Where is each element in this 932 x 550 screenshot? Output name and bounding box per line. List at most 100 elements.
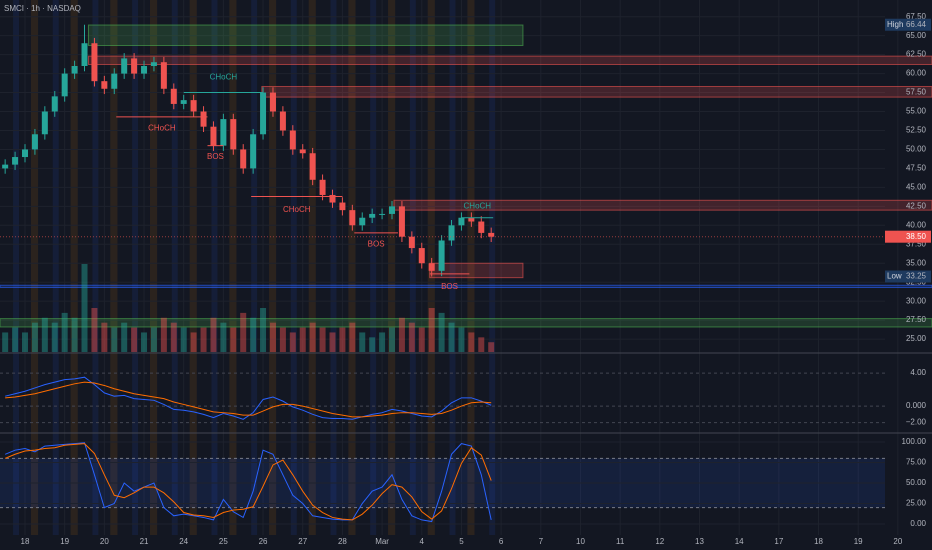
candle-body: [170, 88, 177, 104]
candle-body: [339, 202, 346, 211]
candle-body: [101, 81, 108, 89]
x-tick-label: 6: [499, 537, 504, 546]
y-tick-label: 100.00: [902, 437, 927, 446]
y-tick-label: 67.50: [906, 12, 927, 21]
session-pre: [467, 0, 475, 535]
session-post: [370, 0, 377, 535]
candle-body: [61, 73, 68, 97]
structure-label: BOS: [368, 239, 385, 248]
y-tick-label: 60.00: [906, 69, 927, 78]
candle-body: [180, 100, 187, 104]
low-tag-value: 33.25: [906, 272, 927, 281]
candle-body: [111, 73, 118, 89]
x-tick-label: 10: [576, 537, 585, 546]
zone: [87, 24, 524, 47]
candle-body: [458, 217, 465, 226]
x-tick-label: 21: [140, 537, 149, 546]
volume-bar: [260, 308, 267, 352]
y-tick-label: 0.000: [906, 401, 927, 410]
zone: [0, 318, 932, 328]
candle-body: [369, 213, 376, 218]
y-tick-label: 55.00: [906, 107, 927, 116]
x-tick-label: 18: [814, 537, 823, 546]
session-post: [489, 0, 496, 535]
session-post: [290, 0, 297, 535]
volume-bar: [369, 337, 376, 352]
candle-body: [141, 66, 148, 74]
x-tick-label: Mar: [375, 537, 389, 546]
volume-bar: [279, 327, 286, 352]
indicator-line: [4, 443, 492, 521]
volume-bar: [359, 332, 366, 352]
volume-bar: [389, 327, 396, 352]
y-tick-label: 25.00: [906, 334, 927, 343]
candle-body: [160, 62, 167, 89]
x-tick-label: 19: [854, 537, 863, 546]
candle-body: [448, 225, 455, 241]
structure-label: CHoCH: [464, 201, 492, 210]
session-pre: [269, 0, 277, 535]
chart-title: SMCI · 1h · NASDAQ: [4, 4, 81, 13]
volume-bar: [91, 308, 98, 352]
candle-body: [41, 111, 48, 135]
x-tick-label: 13: [695, 537, 704, 546]
candle-body: [91, 43, 98, 82]
session-post: [92, 0, 99, 535]
session-post: [52, 0, 59, 535]
y-tick-label: 45.00: [906, 182, 927, 191]
y-tick-label: 0.00: [910, 519, 926, 528]
y-tick-label: 30.00: [906, 296, 927, 305]
volume-bar: [150, 327, 157, 352]
candle-body: [299, 149, 306, 154]
structure-label: CHoCH: [283, 205, 311, 214]
candle-body: [200, 111, 207, 127]
volume-bar: [329, 332, 336, 352]
session-pre: [30, 0, 39, 535]
y-tick-label: 65.00: [906, 31, 927, 40]
volume-bar: [170, 322, 177, 352]
candle-body: [468, 217, 475, 222]
y-tick-label: 42.50: [906, 201, 927, 210]
zone: [393, 199, 932, 211]
zone: [87, 55, 932, 65]
volume-bar: [180, 327, 187, 352]
volume-bar: [210, 317, 217, 352]
volume-bar: [478, 337, 485, 352]
x-tick-label: 7: [539, 537, 544, 546]
x-tick-label: 12: [655, 537, 664, 546]
candle-body: [150, 62, 157, 66]
session-post: [171, 0, 178, 535]
volume-bar: [131, 327, 138, 352]
session-post: [13, 0, 20, 535]
candle-body: [289, 130, 296, 150]
x-tick-label: 24: [179, 537, 188, 546]
session-pre: [110, 0, 118, 535]
structure-label: CHoCH: [148, 123, 176, 132]
volume-bar: [438, 312, 445, 352]
volume-bar: [111, 327, 118, 352]
candle-body: [379, 213, 386, 215]
volume-bar: [190, 332, 197, 352]
plot: CHoCH CHoCH BOS CHoCH BOS CHoCH BOS: [0, 16, 932, 525]
x-tick-label: 20: [100, 537, 109, 546]
y-tick-label: 50.00: [906, 145, 927, 154]
session-pre: [308, 0, 316, 535]
session-pre: [189, 0, 197, 535]
last-price-bg: [885, 230, 931, 243]
volume-bar: [2, 332, 9, 352]
y-tick-label: 4.00: [910, 368, 926, 377]
session-pre: [348, 0, 356, 535]
volume-bar: [101, 322, 108, 352]
candle-body: [12, 157, 19, 165]
y-tick-label: 27.50: [906, 315, 927, 324]
volume-bar: [51, 322, 58, 352]
y-tick-label: 52.50: [906, 126, 927, 135]
x-tick-label: 20: [893, 537, 902, 546]
candle-body: [190, 100, 197, 112]
candle-body: [478, 221, 485, 233]
candle-body: [121, 58, 128, 74]
volume-bar: [220, 322, 227, 352]
session-post: [409, 0, 416, 535]
zone: [0, 284, 932, 289]
